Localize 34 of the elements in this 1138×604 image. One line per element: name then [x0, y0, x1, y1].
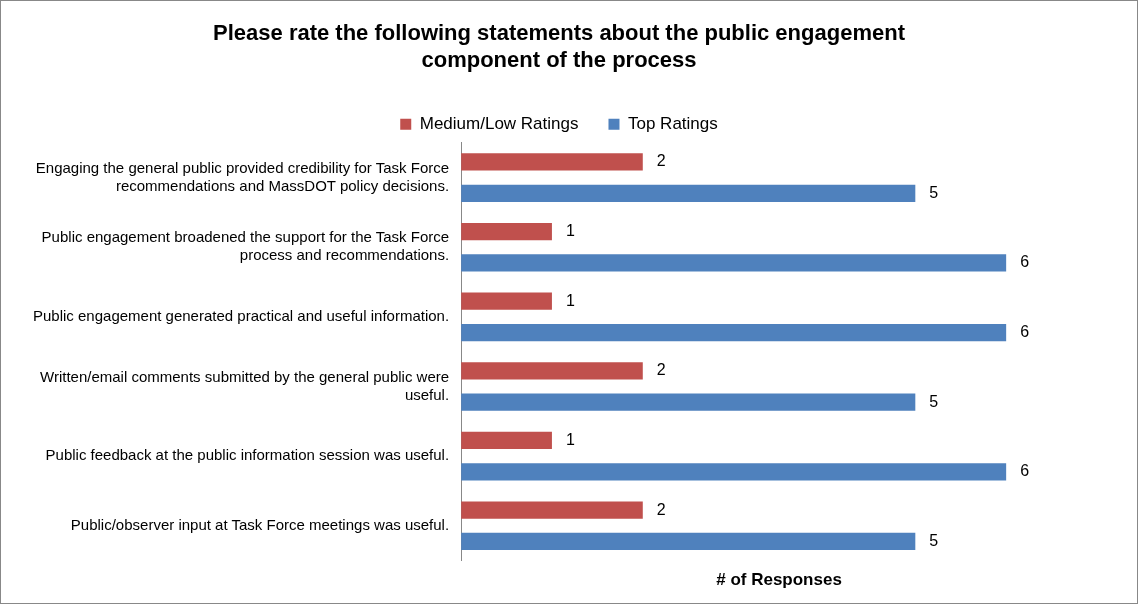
- data-label: 2: [656, 361, 666, 379]
- data-label: 6: [1020, 462, 1030, 480]
- legend-label: Top Ratings: [627, 113, 718, 133]
- bar: [461, 532, 916, 551]
- y-tick-label: Public engagement generated practical and useful information.: [32, 307, 450, 325]
- data-label: 5: [929, 183, 939, 201]
- bar: [461, 323, 1007, 342]
- bar: [461, 362, 643, 380]
- data-label: 2: [656, 152, 666, 170]
- data-label: 1: [565, 221, 575, 239]
- bar: [461, 501, 643, 519]
- legend-label: Medium/Low Ratings: [419, 113, 579, 133]
- y-tick-label: Written/email comments submitted by the general public were useful.: [40, 367, 450, 403]
- bar: [461, 463, 1007, 481]
- data-label: 1: [565, 430, 575, 448]
- chart-title: Please rate the following statements about the public engagement component of the process: [213, 20, 906, 72]
- bar: [461, 222, 552, 241]
- data-label: 2: [656, 500, 666, 518]
- data-label: 1: [565, 291, 575, 309]
- y-tick-label: Public/observer input at Task Force meetings was useful.: [70, 515, 450, 533]
- x-axis-title: # of Responses: [716, 570, 842, 590]
- y-tick-label: Engaging the general public provided credibility for Task Force recommendations and MassDOT policy decisions.: [35, 158, 450, 194]
- data-label: 5: [929, 392, 939, 410]
- bar: [461, 393, 916, 411]
- bar: [461, 431, 552, 450]
- y-tick-label: Public engagement broadened the support for the Task Force process and recommendations.: [41, 228, 450, 264]
- bar: [461, 254, 1007, 272]
- data-label: 6: [1020, 322, 1030, 340]
- bar: [461, 153, 643, 171]
- bar: [461, 184, 916, 202]
- data-label: 6: [1020, 253, 1030, 271]
- data-label: 5: [929, 531, 939, 549]
- bar: [461, 292, 552, 310]
- y-tick-label: Public feedback at the public information session was useful.: [45, 446, 450, 464]
